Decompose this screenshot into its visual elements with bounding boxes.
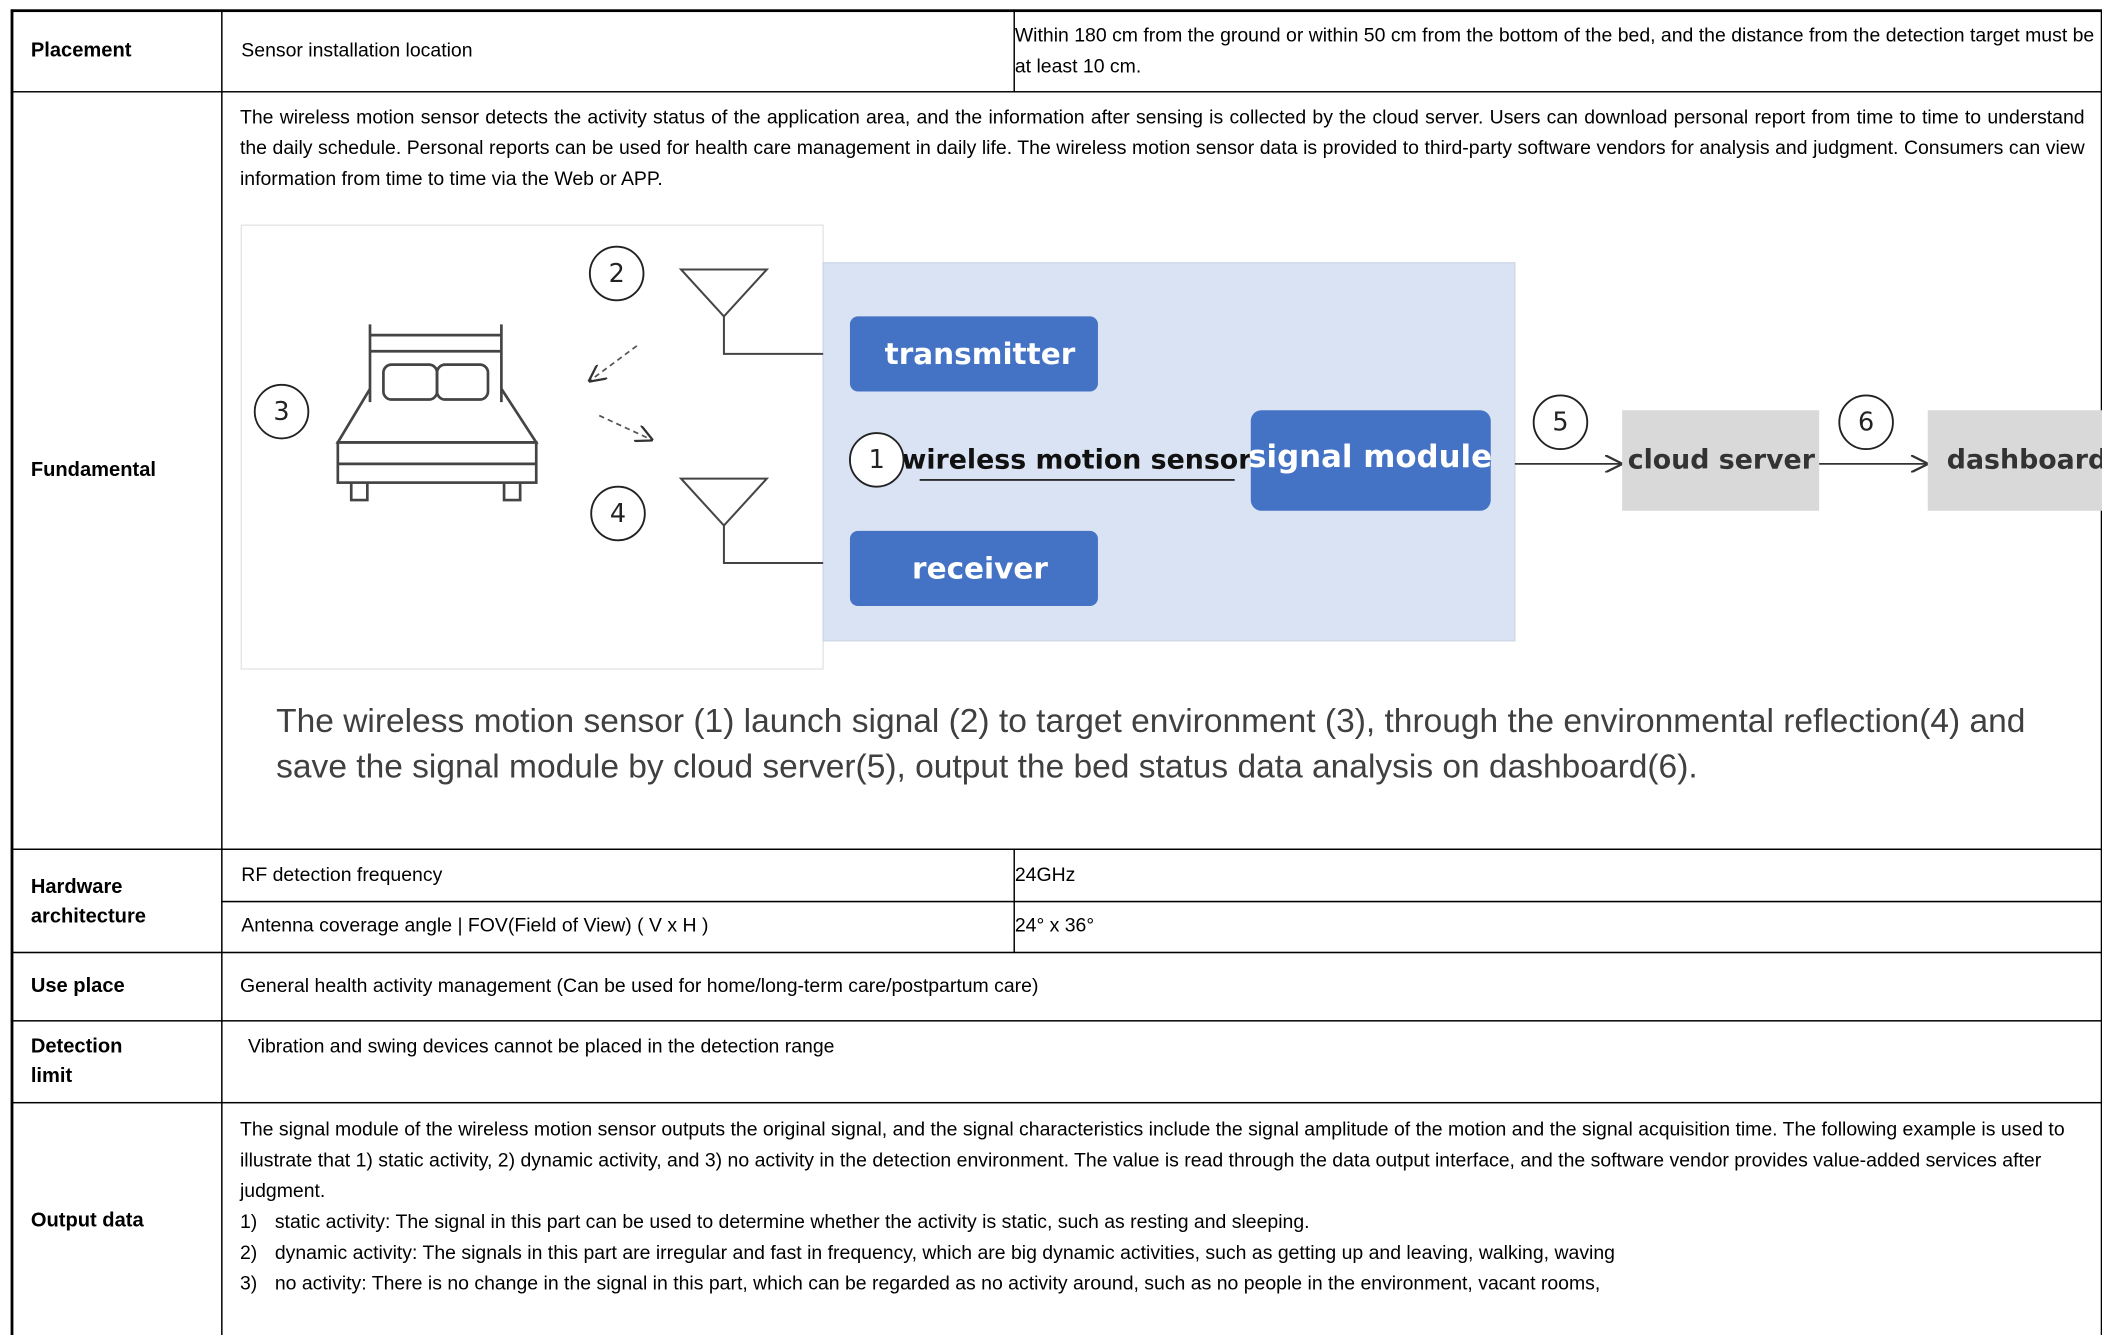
dashboard-label: dashboard <box>1947 445 2102 476</box>
row-label: Hardware architecture <box>30 875 146 928</box>
step-markers: 1 2 3 4 5 6 <box>253 245 1894 542</box>
signal-module-label: signal module <box>1248 439 1492 475</box>
marker-number: 6 <box>1858 408 1874 438</box>
list-text: static activity: The signal in this part… <box>274 1211 1310 1234</box>
list-marker: 2) <box>239 1242 258 1265</box>
marker-circle <box>253 383 310 440</box>
paragraph: Vibration and swing devices cannot be pl… <box>248 1036 835 1058</box>
value-text: 24° x 36° <box>1014 915 1095 938</box>
row-label: Output data <box>30 1209 144 1233</box>
list-item: 3) no activity: There is no change in the… <box>240 1270 2090 1301</box>
content-cell: The signal module of the wireless motion… <box>221 1101 2102 1335</box>
cloud-server-box <box>1622 410 1820 511</box>
marker-circle <box>1532 394 1589 451</box>
list-text: dynamic activity: The signals in this pa… <box>274 1242 1615 1265</box>
marker-number: 4 <box>610 499 626 529</box>
scene-panel <box>240 224 824 670</box>
marker-number: 2 <box>609 259 625 289</box>
marker-circle <box>1838 394 1894 451</box>
row-label: Placement <box>30 38 132 62</box>
row-label: Detection limit <box>30 1034 123 1088</box>
label-cell: Detection limit <box>10 1020 223 1104</box>
paragraph: General health activity management (Can … <box>239 975 1039 998</box>
label-cell: Hardware architecture <box>10 848 223 954</box>
list-marker: 3) <box>239 1273 258 1296</box>
dashboard-box <box>1927 410 2102 511</box>
marker-circle <box>849 432 905 488</box>
transmitter-box <box>849 316 1098 392</box>
marker-number: 3 <box>273 397 289 427</box>
list-item: 1) static activity: The signal in this pa… <box>240 1208 2090 1239</box>
sensor-label: wireless motion sensor <box>902 445 1253 476</box>
list-marker: 1) <box>239 1211 258 1234</box>
row-label: Fundamental <box>30 458 156 482</box>
signal-arrows <box>590 345 652 440</box>
table-frame <box>10 9 2102 1335</box>
item-text: Antenna coverage angle | FOV(Field of Vi… <box>241 915 709 938</box>
marker-circle <box>588 245 645 302</box>
antennas <box>678 268 824 565</box>
transmitter-label: transmitter <box>885 337 1076 371</box>
output-block: The signal module of the wireless motion… <box>240 1115 2090 1300</box>
item-text: Sensor installation location <box>241 40 473 62</box>
value-text: Within 180 cm from the ground or within … <box>1014 25 2095 78</box>
value-cell: Within 180 cm from the ground or within … <box>1013 9 2102 93</box>
item-text: RF detection frequency <box>241 864 443 887</box>
row-label: Use place <box>30 974 125 998</box>
value-text: 24GHz <box>1014 864 1076 887</box>
marker-number: 5 <box>1552 408 1568 438</box>
list-text: no activity: There is no change in the s… <box>274 1273 1601 1296</box>
content-cell: The wireless motion sensor detects the a… <box>221 91 2102 850</box>
paragraph: The signal module of the wireless motion… <box>239 1119 2065 1203</box>
list-item: 2) dynamic activity: The signals in this … <box>240 1239 2090 1270</box>
signal-module-box <box>1250 410 1491 511</box>
marker-number: 1 <box>869 445 885 475</box>
bed-icon <box>335 324 539 502</box>
cloud-server-label: cloud server <box>1628 445 1816 476</box>
diagram-caption: The wireless motion sensor (1) launch si… <box>276 702 2026 786</box>
receiver-label: receiver <box>912 551 1048 585</box>
paragraph: The wireless motion sensor detects the a… <box>239 107 2085 191</box>
receiver-box <box>849 530 1098 606</box>
marker-circle <box>590 485 646 542</box>
